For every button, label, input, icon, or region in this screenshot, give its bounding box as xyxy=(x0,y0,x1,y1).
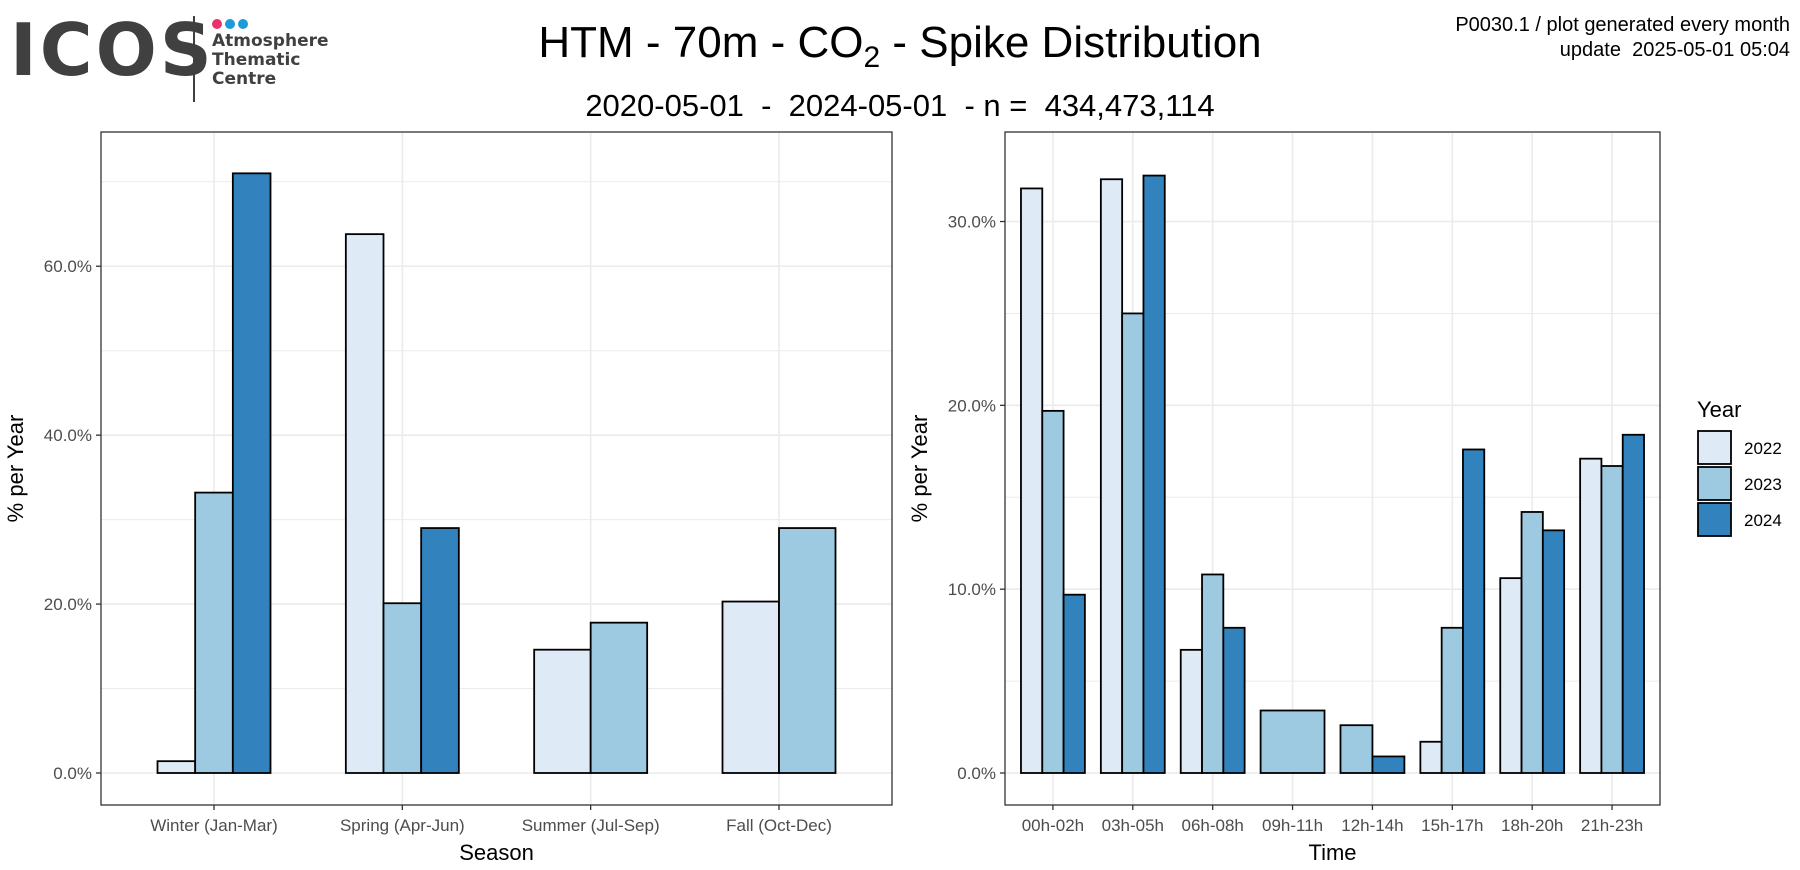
logo-dot-pink xyxy=(212,19,222,29)
bar-2022-1-3 xyxy=(721,600,780,774)
bar-2024-2-4 xyxy=(1371,755,1406,774)
bar-2024-2-0 xyxy=(1062,593,1086,774)
logo-dot-blue xyxy=(238,19,248,29)
logo-sub-line: Centre xyxy=(212,69,277,89)
y-tick-label: 0.0% xyxy=(957,764,996,783)
legend-label-2022: 2022 xyxy=(1744,439,1782,458)
logo-dots xyxy=(212,16,251,34)
legend-swatch-2024 xyxy=(1697,502,1732,537)
bar-2022-1-1 xyxy=(344,233,385,774)
x-tick-label: 03h-05h xyxy=(1102,816,1164,835)
bar-2022-1-0 xyxy=(156,760,197,774)
logo-sub-line: Atmosphere xyxy=(212,31,329,51)
chart-panel-2: 0.0% 10.0% 20.0% 30.0% 00h-02h 03h-05h 06h-08h… xyxy=(907,131,1661,865)
icos-logo: ICOS Atmosphere Thematic Centre xyxy=(10,12,330,107)
x-tick-label: 12h-14h xyxy=(1341,816,1403,835)
page-subtitle: 2020-05-01 - 2024-05-01 - n = 434,473,11… xyxy=(585,88,1215,123)
y-axis-title: % per Year xyxy=(3,415,28,523)
legend-title: Year xyxy=(1697,397,1741,422)
legend-swatch-2023 xyxy=(1697,466,1732,501)
bar-2022-2-7 xyxy=(1579,457,1603,774)
panel-border xyxy=(100,131,893,806)
bar-2023-2-3 xyxy=(1259,709,1326,774)
bar-2022-2-6 xyxy=(1499,577,1523,774)
bar-2023-2-4 xyxy=(1339,724,1374,774)
x-tick-label: 00h-02h xyxy=(1022,816,1084,835)
x-tick-label: Fall (Oct-Dec) xyxy=(726,816,832,835)
x-tick-label: 18h-20h xyxy=(1501,816,1563,835)
logo-subtitle: Atmosphere Thematic Centre xyxy=(212,32,329,89)
x-tick-label: 21h-23h xyxy=(1581,816,1643,835)
y-tick-label: 60.0% xyxy=(44,257,92,276)
meta-update: update 2025-05-01 05:04 xyxy=(1559,39,1790,61)
y-tick-label: 20.0% xyxy=(948,396,996,415)
logo-divider xyxy=(193,16,195,102)
legend-swatch-2022 xyxy=(1697,430,1732,465)
bar-2024-2-1 xyxy=(1142,174,1166,774)
bar-2022-2-5 xyxy=(1419,740,1443,774)
x-axis-title: Season xyxy=(459,840,534,865)
y-axis-title: % per Year xyxy=(907,415,932,523)
x-axis-title: Time xyxy=(1308,840,1356,865)
x-tick-label: Spring (Apr-Jun) xyxy=(340,816,465,835)
bar-2022-1-2 xyxy=(533,648,592,774)
x-tick-label: 15h-17h xyxy=(1421,816,1483,835)
bar-2024-1-1 xyxy=(420,527,460,774)
x-tick-label: Summer (Jul-Sep) xyxy=(522,816,660,835)
bar-2022-2-2 xyxy=(1179,648,1203,774)
x-tick-label: 06h-08h xyxy=(1181,816,1243,835)
y-tick-label: 0.0% xyxy=(53,764,92,783)
bar-2023-2-6 xyxy=(1520,511,1544,774)
y-tick-label: 30.0% xyxy=(948,213,996,232)
panel-border xyxy=(1004,131,1661,806)
bar-2024-2-5 xyxy=(1462,448,1486,774)
bar-2023-1-3 xyxy=(778,527,837,774)
legend-label-2023: 2023 xyxy=(1744,475,1782,494)
legend-label-2024: 2024 xyxy=(1744,511,1782,530)
plot-metadata: P0030.1 / plot generated every month upda… xyxy=(1455,13,1790,63)
meta-line: P0030.1 / plot generated every month xyxy=(1455,14,1790,36)
bar-2023-2-5 xyxy=(1440,626,1464,774)
x-tick-label: Winter (Jan-Mar) xyxy=(150,816,278,835)
bar-2023-1-2 xyxy=(589,621,649,774)
y-tick-label: 40.0% xyxy=(44,426,92,445)
x-tick-label: 09h-11h xyxy=(1262,816,1323,835)
bar-2023-2-1 xyxy=(1121,312,1145,774)
bar-2024-2-6 xyxy=(1541,529,1566,774)
title-prefix: HTM - 70m - CO xyxy=(538,18,864,67)
y-tick-label: 20.0% xyxy=(44,595,92,614)
logo-wordmark: ICOS xyxy=(10,8,215,92)
bar-2023-1-0 xyxy=(194,491,234,774)
bar-2024-1-0 xyxy=(231,172,272,774)
bar-2023-1-1 xyxy=(382,602,423,774)
bar-2023-2-2 xyxy=(1201,573,1225,774)
title-suffix: - Spike Distribution xyxy=(880,18,1262,67)
y-tick-label: 10.0% xyxy=(948,580,996,599)
bar-2023-2-0 xyxy=(1041,409,1065,774)
page-title: HTM - 70m - CO2 - Spike Distribution xyxy=(0,18,1800,83)
bar-2024-2-7 xyxy=(1621,433,1645,774)
chart-panel-1: 0.0% 20.0% 40.0% 60.0% Winter (Jan-Mar) Sprin… xyxy=(3,131,893,865)
bar-2022-2-0 xyxy=(1020,187,1044,774)
logo-dot-blue xyxy=(225,19,235,29)
logo-sub-line: Thematic xyxy=(212,50,301,70)
bar-2023-2-7 xyxy=(1600,465,1624,774)
bar-2024-2-2 xyxy=(1222,626,1246,774)
bar-2022-2-1 xyxy=(1099,178,1124,774)
title-subscript: 2 xyxy=(863,40,881,74)
